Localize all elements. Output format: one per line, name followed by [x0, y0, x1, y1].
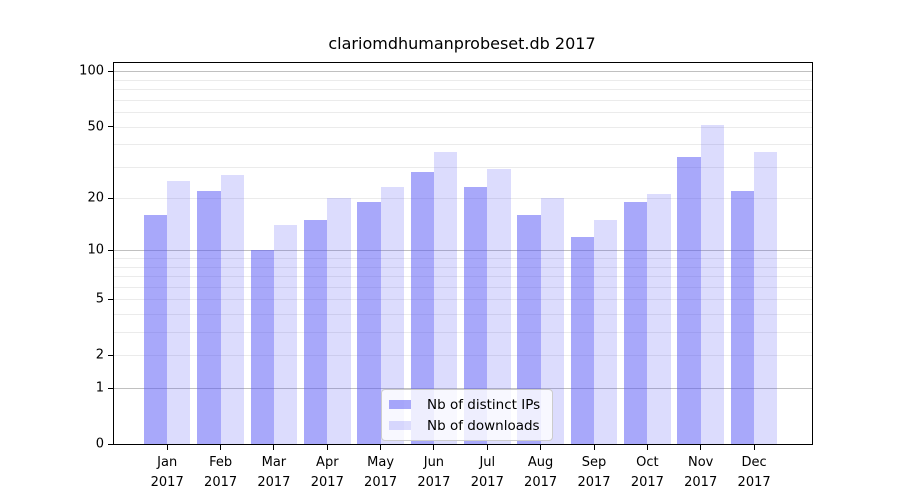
- gridline-minor: [114, 286, 812, 288]
- x-tick-label: Nov 2017: [684, 455, 718, 490]
- x-tick: [753, 445, 755, 450]
- gridline-major: [114, 388, 812, 389]
- bar-distinct-ips-may: [357, 202, 381, 444]
- bar-downloads-oct: [647, 194, 671, 444]
- x-tick: [220, 445, 222, 450]
- x-tick: [380, 445, 382, 450]
- gridline-minor: [114, 258, 812, 260]
- y-tick: [108, 354, 113, 356]
- x-tick: [540, 445, 542, 450]
- bar-downloads-aug: [540, 198, 564, 444]
- y-tick-label: 50: [87, 119, 104, 134]
- gridline-minor: [114, 112, 812, 114]
- bar-distinct-ips-aug: [517, 215, 541, 444]
- bar-downloads-dec: [754, 152, 778, 444]
- x-tick: [326, 445, 328, 450]
- bar-downloads-may: [380, 187, 404, 444]
- gridline-minor: [114, 299, 812, 301]
- legend-item-distinct-ips: Nb of distinct IPs: [389, 396, 540, 413]
- bar-downloads-sep: [594, 220, 618, 444]
- bar-distinct-ips-feb: [197, 190, 221, 444]
- bar-distinct-ips-mar: [250, 250, 274, 444]
- gridline-minor: [114, 79, 812, 81]
- y-tick-label: 100: [79, 63, 104, 79]
- bar-distinct-ips-jul: [464, 187, 488, 444]
- legend-swatch-distinct-ips: [389, 400, 411, 409]
- x-tick: [700, 445, 702, 450]
- x-tick: [593, 445, 595, 450]
- x-tick-label: May 2017: [364, 455, 398, 490]
- x-tick: [433, 445, 435, 450]
- bar-distinct-ips-jan: [143, 215, 168, 444]
- bar-distinct-ips-apr: [303, 220, 328, 444]
- gridline-major: [114, 71, 812, 73]
- x-tick-label: Mar 2017: [257, 455, 291, 490]
- bar-downloads-jan: [167, 180, 191, 444]
- x-tick-label: Jun 2017: [417, 455, 451, 490]
- x-tick-label: Jan 2017: [150, 455, 184, 490]
- y-tick-label: 2: [95, 347, 104, 363]
- y-tick-label: 1: [95, 380, 104, 396]
- gridline-minor: [114, 89, 812, 91]
- bar-distinct-ips-jun: [410, 172, 434, 444]
- x-tick-label: Dec 2017: [737, 455, 771, 490]
- gridline-minor: [114, 314, 812, 315]
- x-tick: [273, 445, 275, 450]
- legend-label-downloads: Nb of downloads: [427, 417, 540, 434]
- gridline-minor: [114, 332, 812, 334]
- bar-downloads-nov: [700, 125, 724, 444]
- x-tick-label: Jul 2017: [470, 455, 504, 490]
- plot-area: 0 1 2 5 10 20 50 100 Jan 2017 Feb 2017 Mar 2017 Apr 201…: [79, 62, 813, 490]
- gridline-minor: [114, 355, 812, 357]
- bar-distinct-ips-oct: [624, 202, 648, 444]
- x-tick: [646, 445, 648, 450]
- gridline-minor: [114, 266, 812, 268]
- legend-label-distinct-ips: Nb of distinct IPs: [427, 396, 541, 413]
- y-tick: [108, 197, 113, 199]
- gridline-minor: [114, 99, 812, 101]
- x-tick-label: Aug 2017: [524, 455, 558, 490]
- bar-distinct-ips-nov: [677, 156, 701, 444]
- x-tick-label: Oct 2017: [630, 455, 664, 490]
- chart-title: clariomdhumanprobeset.db 2017: [328, 34, 596, 53]
- bar-downloads-jul: [487, 169, 511, 444]
- y-tick: [108, 443, 113, 445]
- gridline-minor: [114, 276, 812, 278]
- y-tick: [108, 70, 113, 72]
- legend: Nb of distinct IPs Nb of downloads: [381, 389, 554, 441]
- x-tick-label: Sep 2017: [577, 455, 611, 490]
- x-tick-label: Feb 2017: [204, 455, 238, 490]
- y-tick: [108, 387, 113, 389]
- x-tick-label: Apr 2017: [310, 455, 344, 490]
- y-tick-label: 10: [87, 242, 104, 258]
- y-tick: [108, 298, 113, 300]
- bar-downloads-feb: [220, 174, 244, 444]
- y-tick-label: 20: [87, 190, 104, 206]
- gridline-minor: [114, 198, 812, 200]
- gridline-minor: [114, 144, 812, 146]
- x-tick: [486, 445, 488, 450]
- legend-swatch-downloads: [389, 421, 411, 430]
- bar-distinct-ips-sep: [570, 236, 594, 444]
- y-tick: [108, 126, 113, 127]
- gridline-major: [114, 250, 812, 252]
- bar-distinct-ips-dec: [730, 190, 755, 444]
- y-tick-label: 0: [95, 436, 104, 452]
- bar-downloads-apr: [327, 198, 351, 444]
- gridline-minor: [114, 126, 812, 128]
- bar-downloads-mar: [273, 225, 298, 444]
- gridline-minor: [114, 166, 812, 168]
- bar-downloads-jun: [433, 152, 458, 444]
- y-tick: [108, 249, 113, 251]
- y-tick-label: 5: [95, 291, 104, 307]
- legend-item-downloads: Nb of downloads: [389, 417, 540, 434]
- x-tick: [166, 445, 168, 450]
